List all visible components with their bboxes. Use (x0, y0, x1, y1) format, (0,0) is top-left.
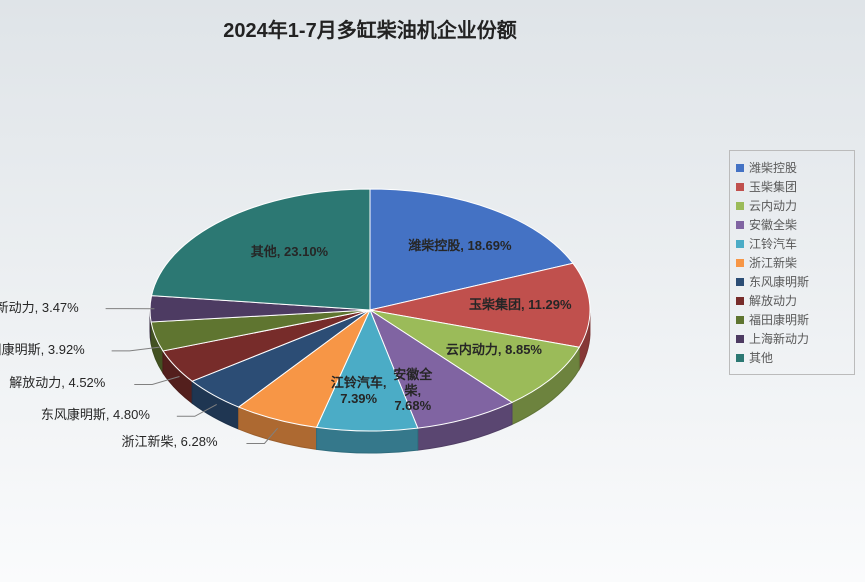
legend-label: 东风康明斯 (749, 273, 809, 290)
legend-swatch (736, 297, 744, 305)
legend-item: 福田康明斯 (736, 311, 848, 328)
legend-swatch (736, 259, 744, 267)
legend-swatch (736, 335, 744, 343)
slice-label: 其他, 23.10% (251, 244, 328, 260)
legend-label: 玉柴集团 (749, 178, 797, 195)
legend-item: 东风康明斯 (736, 273, 848, 290)
slice-label: 浙江新柴, 6.28% (121, 434, 217, 450)
legend-item: 其他 (736, 349, 848, 366)
legend-item: 云内动力 (736, 197, 848, 214)
legend-swatch (736, 183, 744, 191)
legend-label: 安徽全柴 (749, 216, 797, 233)
slice-label: 福田康明斯, 3.92% (0, 342, 85, 358)
legend-swatch (736, 278, 744, 286)
legend-item: 江铃汽车 (736, 235, 848, 252)
legend-swatch (736, 221, 744, 229)
legend-item: 潍柴控股 (736, 159, 848, 176)
slice-label: 东风康明斯, 4.80% (41, 407, 150, 423)
legend-swatch (736, 164, 744, 172)
slice-label: 解放动力, 4.52% (9, 375, 105, 391)
legend-label: 其他 (749, 349, 773, 366)
legend-swatch (736, 316, 744, 324)
legend: 潍柴控股玉柴集团云内动力安徽全柴江铃汽车浙江新柴东风康明斯解放动力福田康明斯上海… (729, 150, 855, 375)
chart-container: 2024年1-7月多缸柴油机企业份额 潍柴控股, 18.69%玉柴集团, 11.… (0, 0, 865, 582)
legend-item: 玉柴集团 (736, 178, 848, 195)
legend-label: 浙江新柴 (749, 254, 797, 271)
legend-label: 潍柴控股 (749, 159, 797, 176)
legend-swatch (736, 354, 744, 362)
slice-label: 云内动力, 8.85% (446, 342, 542, 358)
legend-swatch (736, 240, 744, 248)
legend-item: 安徽全柴 (736, 216, 848, 233)
legend-label: 上海新动力 (749, 330, 809, 347)
legend-label: 福田康明斯 (749, 311, 809, 328)
legend-swatch (736, 202, 744, 210)
slice-label: 潍柴控股, 18.69% (408, 238, 511, 254)
legend-label: 解放动力 (749, 292, 797, 309)
pie-chart (0, 0, 740, 582)
slice-label: 江铃汽车,7.39% (331, 375, 387, 406)
slice-label: 安徽全柴,7.68% (393, 367, 432, 414)
legend-item: 上海新动力 (736, 330, 848, 347)
legend-label: 江铃汽车 (749, 235, 797, 252)
legend-label: 云内动力 (749, 197, 797, 214)
legend-item: 浙江新柴 (736, 254, 848, 271)
legend-item: 解放动力 (736, 292, 848, 309)
slice-label: 玉柴集团, 11.29% (469, 297, 572, 313)
slice-label: 上海新动力, 3.47% (0, 300, 79, 316)
